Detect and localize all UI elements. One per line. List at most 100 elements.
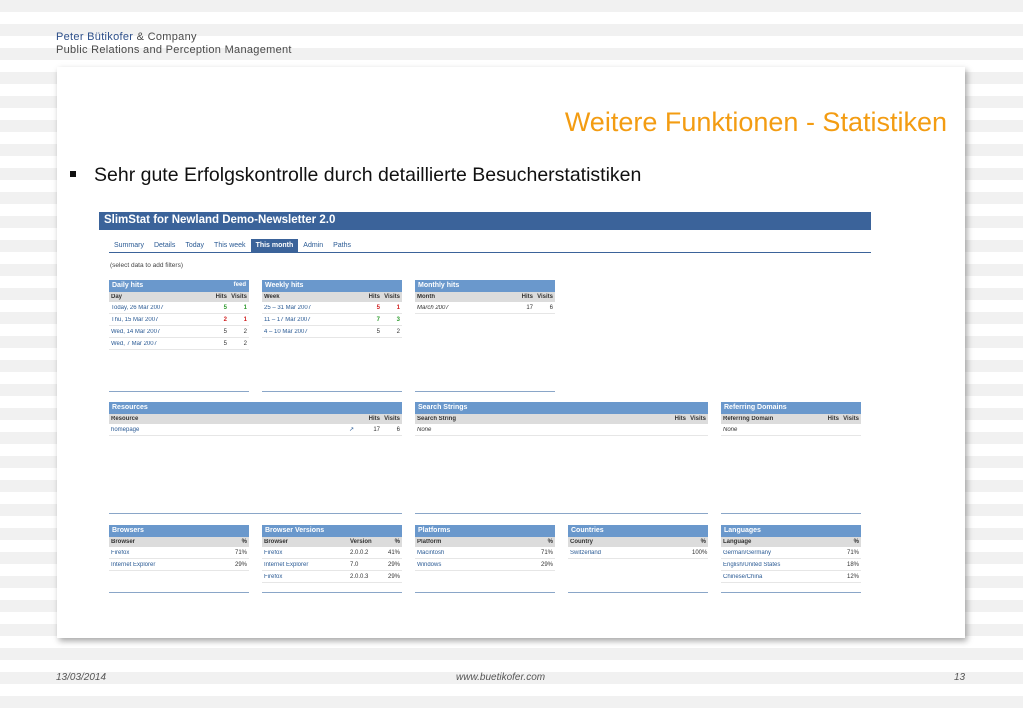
row-visits: 1 <box>243 316 247 323</box>
column-header: Month <box>417 294 435 300</box>
row-label[interactable]: English/United States <box>723 561 781 568</box>
row-label[interactable]: Firefox <box>264 573 283 580</box>
column-header: Hits <box>368 294 380 300</box>
panel-title-text: Referring Domains <box>724 404 787 411</box>
panel-weekly-hits: Weekly hits Week Hits Visits 25 – 31 Mar 200… <box>262 280 402 392</box>
row-label[interactable]: Internet Explorer <box>264 561 309 568</box>
tab-summary[interactable]: Summary <box>114 242 144 249</box>
tab-paths[interactable]: Paths <box>333 242 352 249</box>
row-hits: 7 <box>376 316 380 323</box>
panel-divider <box>262 592 402 593</box>
external-link-icon[interactable]: ↗ <box>349 427 355 433</box>
panel-divider <box>415 513 708 514</box>
row-label[interactable]: 25 – 31 Mar 2007 <box>264 304 312 311</box>
panel-title-text: Search Strings <box>418 404 468 411</box>
column-header: Day <box>111 294 123 300</box>
table-row: 11 – 17 Mar 2007 7 3 <box>262 314 402 326</box>
row-percent: 71% <box>846 549 859 556</box>
table-row: Today, 26 Mar 2007 5 1 <box>109 302 249 314</box>
row-version: 2.0.0.3 <box>350 573 369 580</box>
row-hits: 5 <box>376 328 380 335</box>
table-row: Macintosh 71% <box>415 547 555 559</box>
panel-title: Weekly hits <box>262 280 402 292</box>
column-header: Hits <box>827 416 839 422</box>
row-percent: 71% <box>540 549 553 556</box>
table-row: None <box>415 424 708 436</box>
row-hits: 5 <box>223 328 227 335</box>
panel-title-text: Resources <box>112 404 148 411</box>
tab-admin[interactable]: Admin <box>303 242 324 249</box>
panel-countries: Countries Country% Switzerland 100% <box>568 525 708 593</box>
row-label[interactable]: Internet Explorer <box>111 561 156 568</box>
panel-daily-hits: Daily hits feed Day Hits Visits Today, 26 Mar… <box>109 280 249 392</box>
column-header: Referring Domain <box>723 416 774 422</box>
bullet-point: Sehr gute Erfolgskontrolle durch detaill… <box>70 164 641 187</box>
slide: Weitere Funktionen - Statistiken Sehr gu… <box>57 67 965 638</box>
column-headers: Week Hits Visits <box>262 292 402 302</box>
bullet-square-icon <box>70 170 76 177</box>
row-label[interactable]: Wed, 14 Mar 2007 <box>111 328 161 335</box>
panel-title-text: Platforms <box>418 527 451 534</box>
tab-today[interactable]: Today <box>185 242 205 249</box>
panel-title: Countries <box>568 525 708 537</box>
column-header: Visits <box>537 294 553 300</box>
column-header: Platform <box>417 539 442 545</box>
row-label[interactable]: Switzerland <box>570 549 602 556</box>
row-label[interactable]: German/Germany <box>723 549 772 556</box>
row-label[interactable]: Today, 26 Mar 2007 <box>111 304 164 311</box>
column-header: Search String <box>417 416 457 422</box>
row-label[interactable]: Firefox <box>111 549 130 556</box>
column-header: Country <box>570 539 593 545</box>
row-percent: 29% <box>234 561 247 568</box>
column-header: Hits <box>215 294 227 300</box>
footer-date: 13/03/2014 <box>56 672 107 683</box>
company-suffix: & Company <box>133 31 197 43</box>
table-row: Wed, 14 Mar 2007 5 2 <box>109 326 249 338</box>
row-hits: 17 <box>373 426 380 433</box>
row-label[interactable]: Windows <box>417 561 442 568</box>
table-row: 4 – 10 Mar 2007 5 2 <box>262 326 402 338</box>
row-label[interactable]: 4 – 10 Mar 2007 <box>264 328 308 335</box>
panel-divider <box>262 391 402 392</box>
row-visits: 2 <box>243 328 247 335</box>
row-visits: 1 <box>243 304 247 311</box>
row-visits: 3 <box>396 316 400 323</box>
row-label[interactable]: Chinese/China <box>723 573 763 580</box>
row-label: None <box>417 426 432 433</box>
panel-monthly-hits: Monthly hits Month Hits Visits March 2007 17 6 <box>415 280 555 392</box>
row-percent: 100% <box>692 549 708 556</box>
row-percent: 29% <box>387 561 400 568</box>
row-label[interactable]: Macintosh <box>417 549 445 556</box>
column-headers: Month Hits Visits <box>415 292 555 302</box>
table-row: Windows 29% <box>415 559 555 571</box>
row-label[interactable]: Thu, 15 Mar 2007 <box>111 316 159 323</box>
feed-link[interactable]: feed <box>233 282 246 288</box>
panel-title: Referring Domains <box>721 402 861 414</box>
row-label[interactable]: Firefox <box>264 549 283 556</box>
slimstat-screenshot: SlimStat for Newland Demo-Newsletter 2.0… <box>99 212 871 593</box>
table-row: German/Germany 71% <box>721 547 861 559</box>
row-label[interactable]: 11 – 17 Mar 2007 <box>264 316 311 323</box>
column-header: % <box>853 539 859 545</box>
panel-title: Languages <box>721 525 861 537</box>
column-headers: Language% <box>721 537 861 547</box>
panel-title: Search Strings <box>415 402 708 414</box>
row-hits: 17 <box>526 304 533 311</box>
column-header: Hits <box>368 416 380 422</box>
panel-referring-domains: Referring Domains Referring Domain Hits Vis… <box>721 402 861 514</box>
tab-this-week[interactable]: This week <box>214 242 246 249</box>
panel-title: Monthly hits <box>415 280 555 292</box>
panel-title: Browsers <box>109 525 249 537</box>
table-row: Switzerland 100% <box>568 547 708 559</box>
column-headers: Referring Domain Hits Visits <box>721 414 861 424</box>
app-title-bar: SlimStat for Newland Demo-Newsletter 2.0 <box>99 212 871 230</box>
tab-bar: Summary Details Today This week This month Ad… <box>109 239 871 253</box>
row-visits: 6 <box>396 426 400 433</box>
table-row: Firefox 2.0.0.2 41% <box>262 547 402 559</box>
tab-this-month[interactable]: This month <box>250 239 299 252</box>
column-headers: Browser% <box>109 537 249 547</box>
row-visits: 6 <box>549 304 553 311</box>
row-label[interactable]: Wed, 7 Mar 2007 <box>111 340 157 347</box>
tab-details[interactable]: Details <box>153 242 176 249</box>
row-label[interactable]: homepage <box>111 426 140 433</box>
